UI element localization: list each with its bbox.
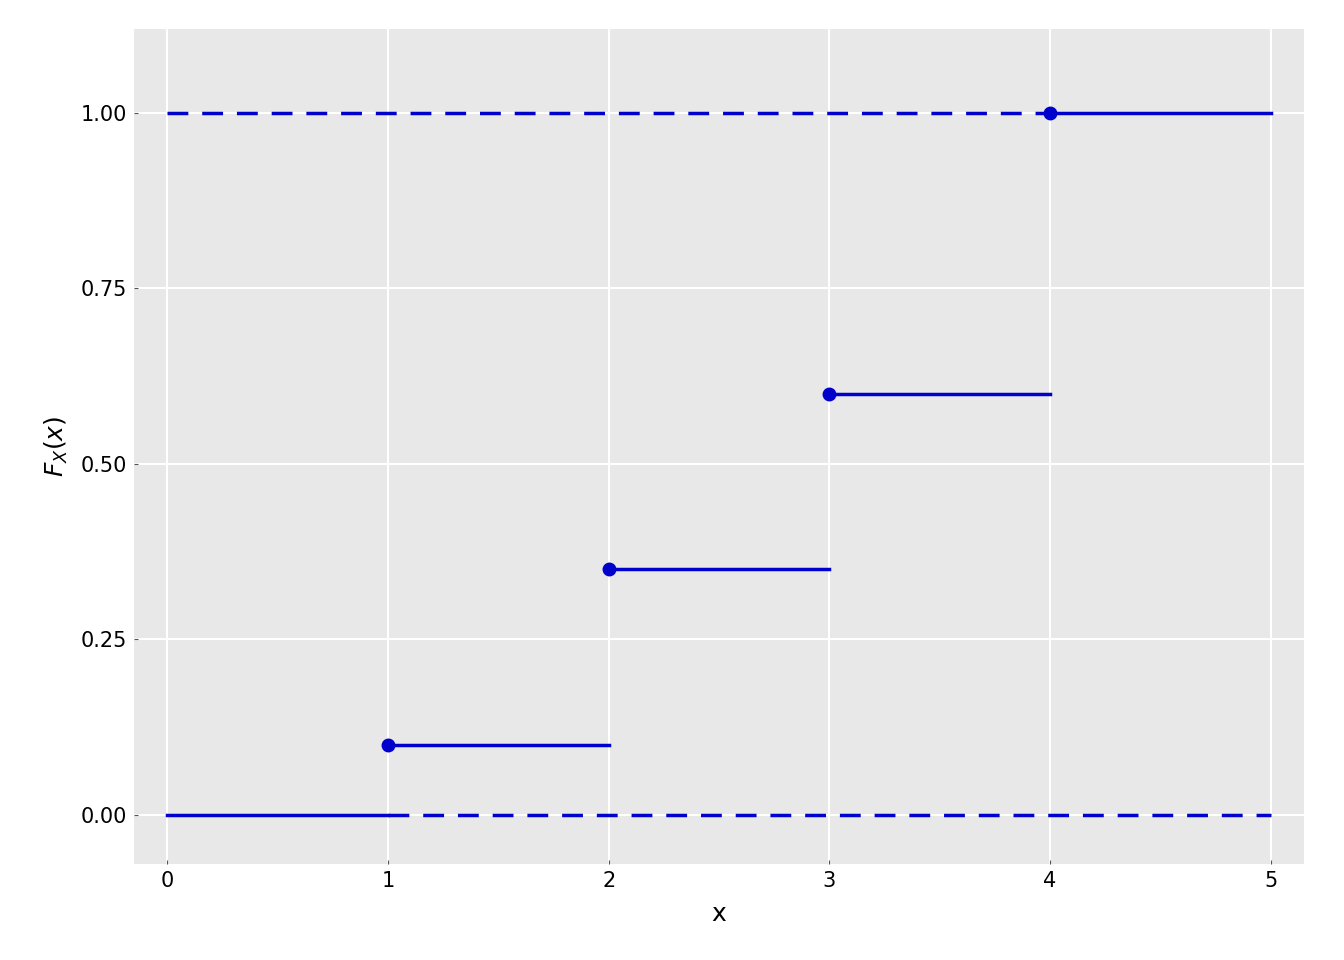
X-axis label: x: x	[712, 902, 726, 926]
Y-axis label: $F_X(x)$: $F_X(x)$	[43, 416, 70, 477]
